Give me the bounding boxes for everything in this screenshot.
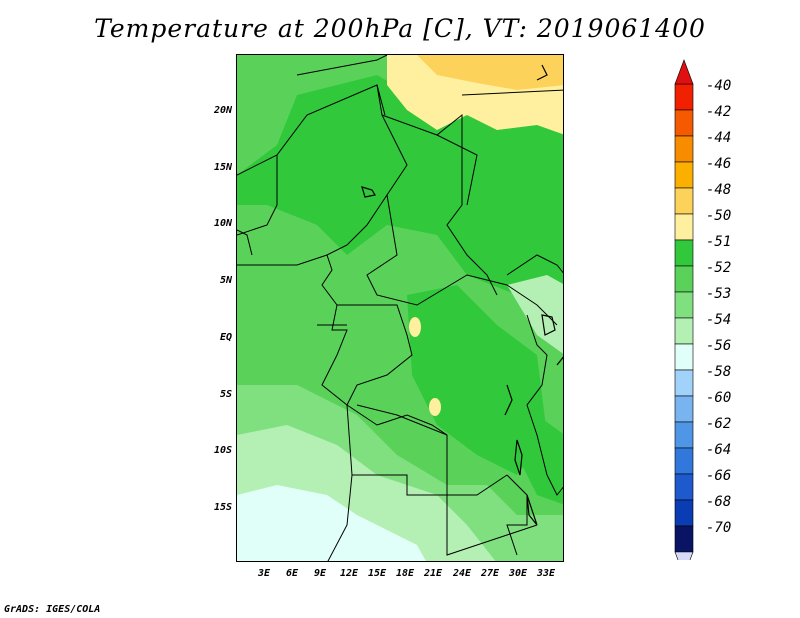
legend-label-9: -53 xyxy=(706,286,732,302)
lat-label-15s: 15S xyxy=(213,502,232,513)
field-dark-green-north xyxy=(237,75,563,315)
legend-arrow-bottom xyxy=(674,551,694,560)
lon-label-24e: 24E xyxy=(452,568,472,579)
legend-label-4: -46 xyxy=(706,156,732,172)
lon-label-3e: 3E xyxy=(257,568,271,579)
legend-swatch xyxy=(674,109,694,137)
legend-swatch xyxy=(674,499,694,527)
legend-swatch xyxy=(674,135,694,163)
lat-label-5n: 5N xyxy=(219,275,232,286)
legend-swatch xyxy=(674,447,694,475)
legend-swatch xyxy=(674,369,694,397)
legend-label-17: -68 xyxy=(706,494,732,510)
legend-label-14: -62 xyxy=(706,416,732,432)
lakes-coastline xyxy=(361,64,563,526)
legend-swatch xyxy=(674,239,694,267)
legend-swatch xyxy=(674,161,694,189)
legend-swatches xyxy=(674,59,694,560)
legend-label-5: -48 xyxy=(706,182,732,198)
legend-arrow-top xyxy=(674,59,694,85)
lon-label-27e: 27E xyxy=(480,568,500,579)
legend-swatch xyxy=(674,421,694,449)
field-dark-green-east xyxy=(507,415,563,505)
lon-label-12e: 12E xyxy=(339,568,359,579)
field-dark-green-center xyxy=(407,285,547,475)
legend-swatch xyxy=(674,265,694,293)
legend-label-16: -66 xyxy=(706,468,732,484)
temperature-map xyxy=(236,54,564,562)
lat-label-10s: 10S xyxy=(213,445,232,456)
field-orange-north xyxy=(417,55,563,90)
legend-label-18: -70 xyxy=(706,520,732,536)
legend-swatch xyxy=(674,317,694,345)
legend-label-7: -51 xyxy=(706,234,732,250)
legend-swatch xyxy=(674,395,694,423)
legend-label-6: -50 xyxy=(706,208,732,224)
legend-label-3: -44 xyxy=(706,130,732,146)
legend-swatch xyxy=(674,291,694,319)
country-borders xyxy=(237,55,563,561)
field-yellow-patch-b xyxy=(429,398,441,416)
lat-label-eq: EQ xyxy=(219,332,232,343)
lon-label-6e: 6E xyxy=(285,568,299,579)
legend-label-10: -54 xyxy=(706,312,732,328)
legend-label-12: -58 xyxy=(706,364,732,380)
legend-label-1: -40 xyxy=(706,78,732,94)
grads-credit: GrADS: IGES/COLA xyxy=(4,604,101,615)
map-canvas xyxy=(237,55,563,561)
lon-label-33e: 33E xyxy=(536,568,556,579)
lat-label-20n: 20N xyxy=(213,105,232,116)
color-legend-bar xyxy=(674,59,694,560)
lat-label-5s: 5S xyxy=(219,389,232,400)
legend-swatch xyxy=(674,473,694,501)
lon-label-30e: 30E xyxy=(508,568,528,579)
map-title: Temperature at 200hPa [C], VT: 201906140… xyxy=(94,14,706,43)
legend-swatch xyxy=(674,187,694,215)
lat-label-10n: 10N xyxy=(213,218,232,229)
lon-label-21e: 21E xyxy=(423,568,443,579)
legend-label-2: -42 xyxy=(706,104,732,120)
field-yellow-patch-a xyxy=(409,317,421,337)
legend-swatch xyxy=(674,83,694,111)
legend-swatch xyxy=(674,213,694,241)
legend-label-15: -64 xyxy=(706,442,732,458)
lon-label-9e: 9E xyxy=(313,568,327,579)
legend-label-11: -56 xyxy=(706,338,732,354)
lat-label-15n: 15N xyxy=(213,162,232,173)
legend-swatch xyxy=(674,525,694,553)
lon-label-15e: 15E xyxy=(367,568,387,579)
field-pale-cyan-south xyxy=(237,485,426,561)
legend-label-8: -52 xyxy=(706,260,732,276)
lon-label-18e: 18E xyxy=(395,568,415,579)
legend-swatch xyxy=(674,343,694,371)
legend-label-13: -60 xyxy=(706,390,732,406)
